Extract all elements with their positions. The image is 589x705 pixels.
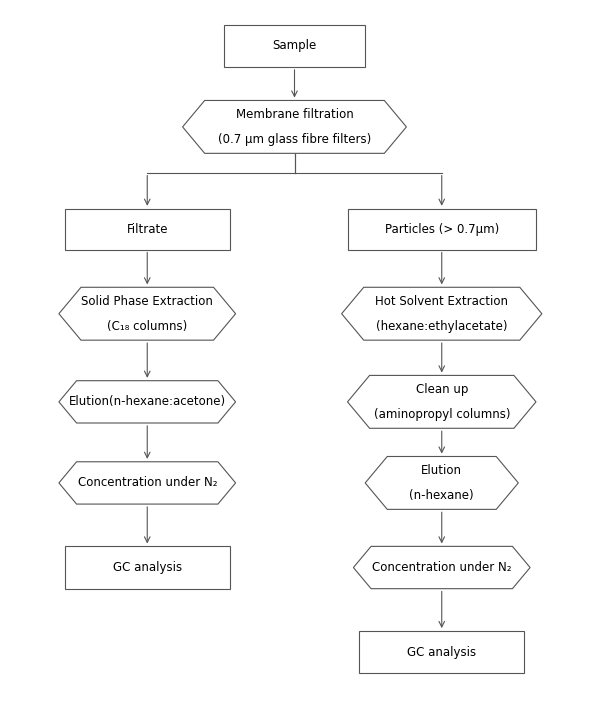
Text: GC analysis: GC analysis: [407, 646, 477, 658]
Polygon shape: [59, 287, 236, 340]
Text: (n-hexane): (n-hexane): [409, 489, 474, 502]
Polygon shape: [342, 287, 542, 340]
Text: Elution(n-hexane:acetone): Elution(n-hexane:acetone): [69, 396, 226, 408]
Text: Membrane filtration: Membrane filtration: [236, 108, 353, 121]
Text: Filtrate: Filtrate: [127, 223, 168, 235]
Polygon shape: [365, 457, 518, 509]
Bar: [65, 546, 230, 589]
Text: Hot Solvent Extraction: Hot Solvent Extraction: [375, 295, 508, 307]
Text: Sample: Sample: [272, 39, 317, 52]
Bar: [359, 631, 524, 673]
Text: Concentration under N₂: Concentration under N₂: [372, 561, 511, 574]
Bar: [348, 209, 536, 250]
Text: Concentration under N₂: Concentration under N₂: [78, 477, 217, 489]
Text: GC analysis: GC analysis: [112, 561, 182, 574]
Text: (0.7 μm glass fibre filters): (0.7 μm glass fibre filters): [218, 133, 371, 146]
Text: Particles (> 0.7μm): Particles (> 0.7μm): [385, 223, 499, 235]
Text: Elution: Elution: [421, 464, 462, 477]
Text: (C₁₈ columns): (C₁₈ columns): [107, 320, 187, 333]
Polygon shape: [59, 381, 236, 423]
Text: (hexane:ethylacetate): (hexane:ethylacetate): [376, 320, 508, 333]
Polygon shape: [183, 101, 406, 153]
Polygon shape: [353, 546, 530, 589]
Text: Solid Phase Extraction: Solid Phase Extraction: [81, 295, 213, 307]
Polygon shape: [348, 375, 536, 428]
Polygon shape: [59, 462, 236, 504]
Text: Clean up: Clean up: [416, 383, 468, 396]
Text: (aminopropyl columns): (aminopropyl columns): [373, 408, 510, 421]
Bar: [224, 25, 365, 67]
Bar: [65, 209, 230, 250]
